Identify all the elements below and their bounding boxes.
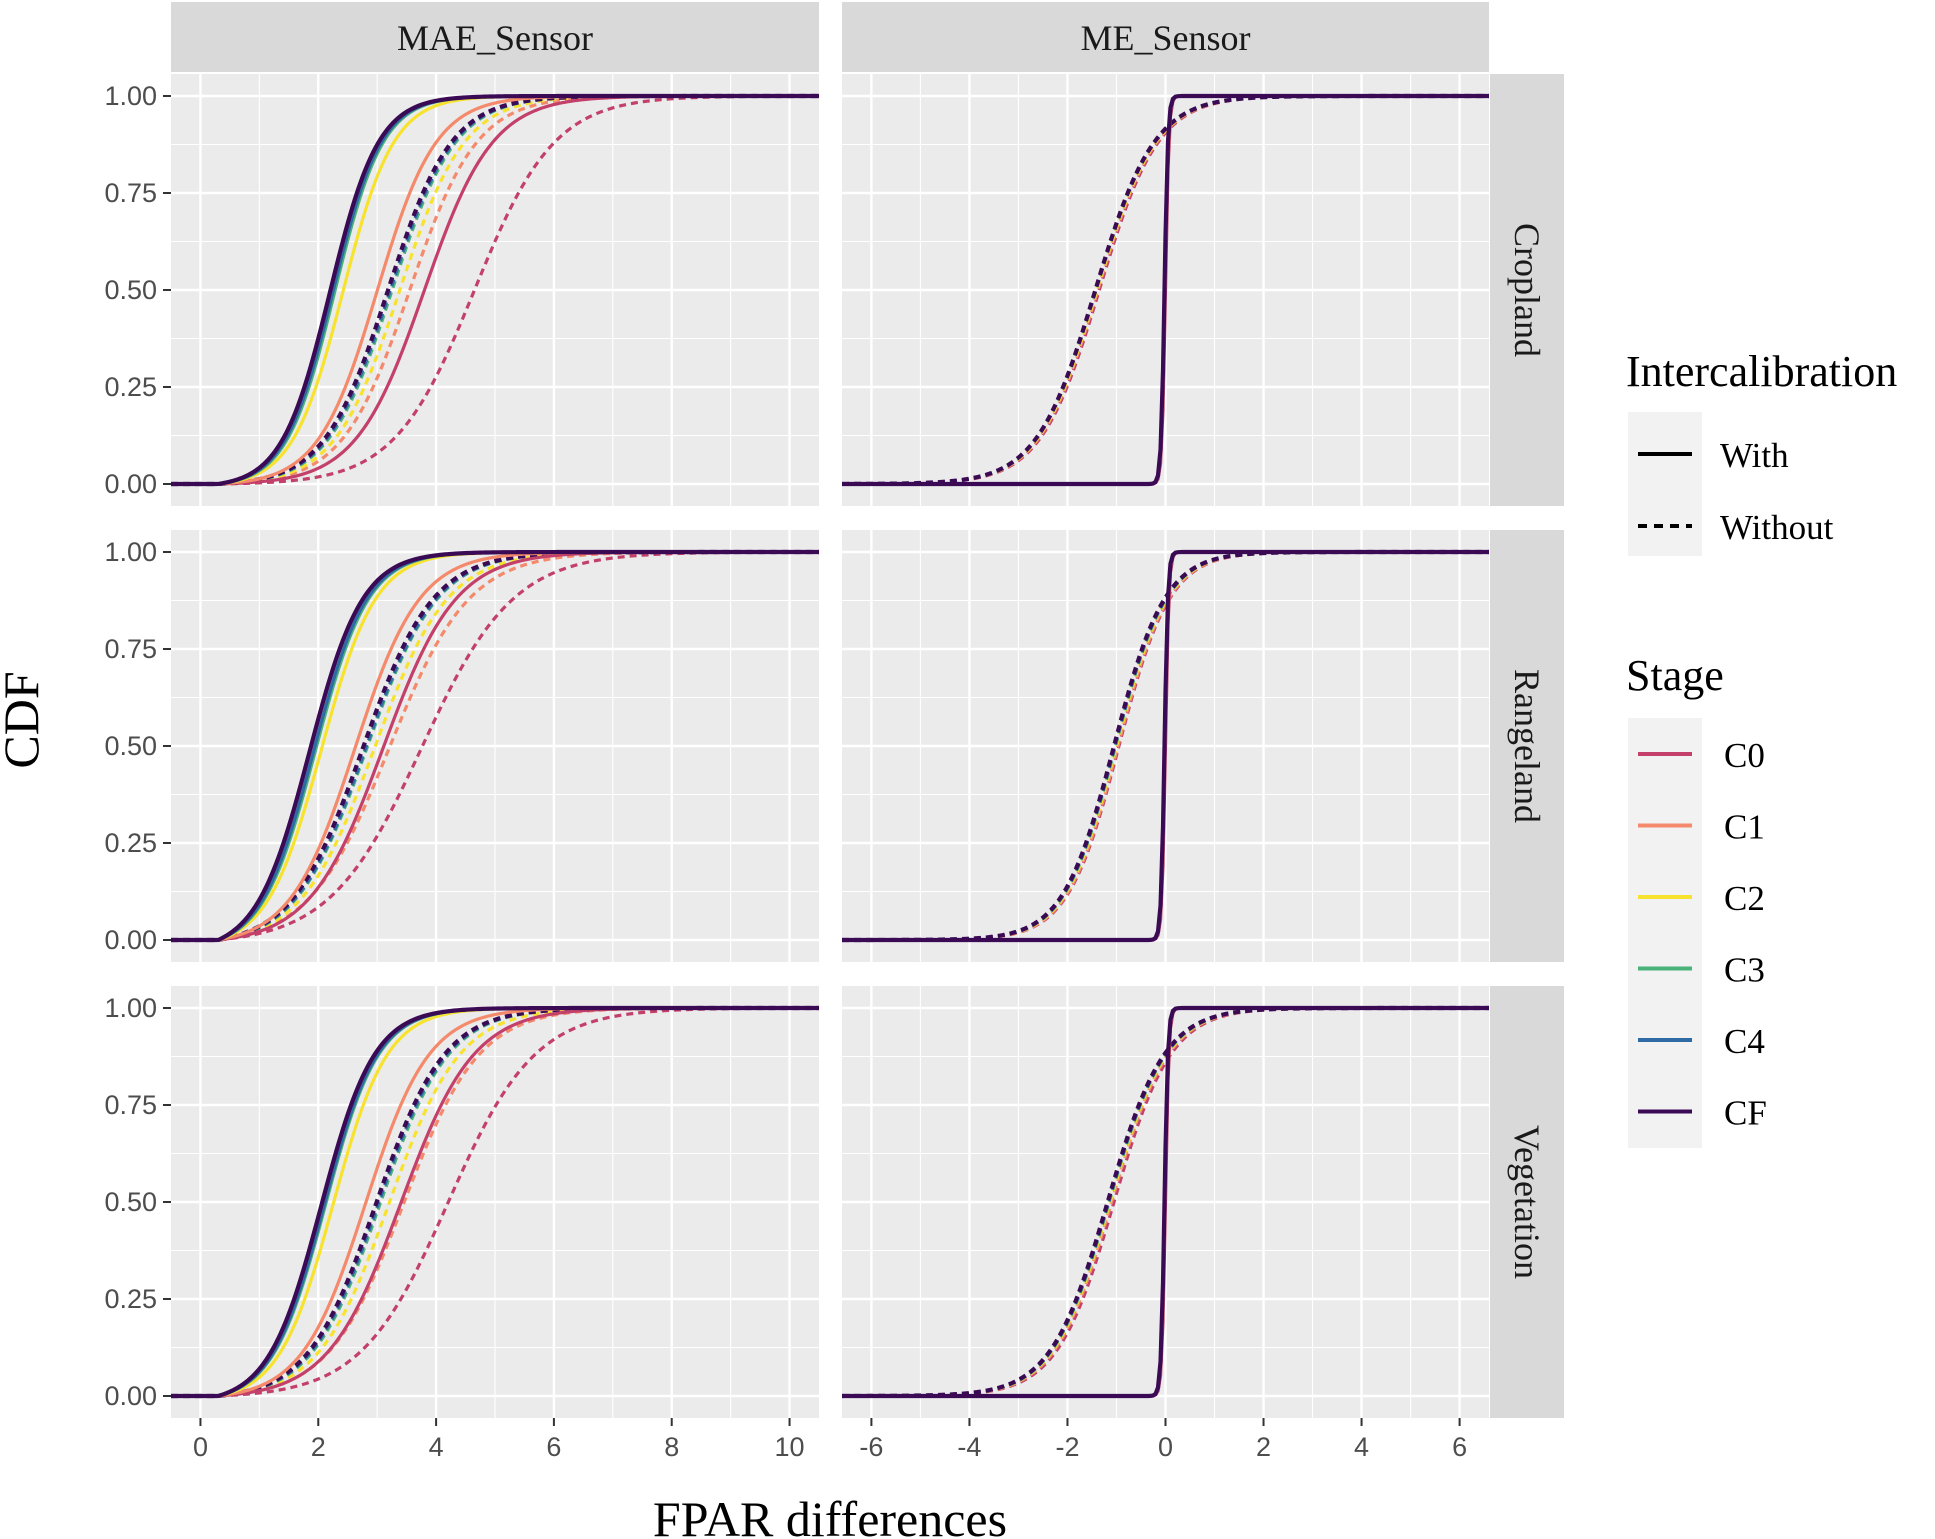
legend-label-c0: C0 (1724, 736, 1765, 775)
facet-strip-cropland (1490, 74, 1564, 506)
panel-vegetation-mae-sensor (171, 986, 819, 1418)
series-c0-without (171, 550, 819, 942)
series-c2-without (171, 550, 819, 942)
y-tick-label: 0.00 (104, 1381, 157, 1411)
legend-label-cf: CF (1724, 1094, 1767, 1133)
panel-rangeland-me-sensor (842, 530, 1489, 962)
x-tick-label: 0 (193, 1432, 208, 1462)
series-group (171, 549, 819, 943)
facet-panels (171, 74, 1489, 1418)
legend-stage-keys-bg (1628, 718, 1702, 1148)
x-tick-label: 6 (1452, 1432, 1467, 1462)
series-group (171, 1005, 819, 1399)
facet-strip-label: Rangeland (1507, 669, 1547, 823)
series-cf-with (171, 549, 819, 943)
y-tick-label: 0.25 (104, 372, 157, 402)
x-tick-label: 8 (664, 1432, 679, 1462)
y-axis-title: CDF (0, 671, 49, 768)
x-axis-ticks: 0 2 4 6 8 10 -6 -4 -2 0 2 4 6 (193, 1418, 1467, 1462)
series-cf-with (171, 1005, 819, 1399)
y-tick-label: 1.00 (104, 81, 157, 111)
x-tick-label: -6 (859, 1432, 883, 1462)
x-tick-label: 4 (429, 1432, 444, 1462)
x-tick-label: 0 (1158, 1432, 1173, 1462)
x-axis-title: FPAR differences (653, 1491, 1007, 1539)
legend-label-with: With (1720, 436, 1789, 475)
y-tick-label: 0.75 (104, 634, 157, 664)
legend-label-c2: C2 (1724, 879, 1765, 918)
x-tick-label: 10 (775, 1432, 805, 1462)
y-tick-label: 1.00 (104, 537, 157, 567)
x-tick-label: -2 (1055, 1432, 1079, 1462)
facet-strip-vegetation (1490, 986, 1564, 1418)
y-tick-label: 1.00 (104, 993, 157, 1023)
series-c0-without (171, 94, 819, 486)
facet-strip-mae-sensor (171, 2, 819, 72)
series-cf-with (842, 1005, 1489, 1399)
x-tick-label: 2 (311, 1432, 326, 1462)
facet-strip-label: Cropland (1507, 223, 1547, 357)
y-axis-ticks: 0.00 0.25 0.50 0.75 1.00 0.00 0.25 0.50 0.75 1.00… (104, 81, 171, 1411)
legend-stage-items: C0 C1 C2 C3 C4 CF (1638, 736, 1767, 1133)
legend-intercalibration-title: Intercalibration (1626, 347, 1897, 396)
series-group (171, 93, 819, 487)
series-cf-with (171, 93, 819, 487)
legend-label-without: Without (1720, 508, 1834, 547)
legend-intercalibration-keys-bg (1628, 412, 1702, 556)
legend-label-c1: C1 (1724, 808, 1765, 847)
panel-rangeland-mae-sensor (171, 530, 819, 962)
panel-cropland-me-sensor (842, 74, 1489, 506)
series-cf-with (842, 93, 1489, 487)
legend-stage-title: Stage (1626, 651, 1724, 700)
y-tick-label: 0.00 (104, 469, 157, 499)
legend-label-c4: C4 (1724, 1022, 1765, 1061)
series-group (842, 549, 1489, 943)
facet-strips: MAE_Sensor ME_Sensor Cropland Rangeland Vege… (171, 2, 1564, 1418)
facet-strip-me-sensor (842, 2, 1489, 72)
x-tick-label: -4 (957, 1432, 981, 1462)
y-tick-label: 0.75 (104, 1090, 157, 1120)
y-tick-label: 0.50 (104, 731, 157, 761)
x-tick-label: 4 (1354, 1432, 1369, 1462)
x-tick-label: 2 (1256, 1432, 1271, 1462)
facet-strip-label: ME_Sensor (1081, 18, 1251, 58)
facet-strip-rangeland (1490, 530, 1564, 962)
facet-strip-label: MAE_Sensor (397, 18, 593, 58)
y-tick-label: 0.50 (104, 275, 157, 305)
y-tick-label: 0.50 (104, 1187, 157, 1217)
panel-cropland-mae-sensor (171, 74, 819, 506)
y-tick-label: 0.25 (104, 828, 157, 858)
series-group (842, 93, 1489, 487)
legend-label-c3: C3 (1724, 951, 1765, 990)
y-tick-label: 0.75 (104, 178, 157, 208)
x-tick-label: 6 (546, 1432, 561, 1462)
y-tick-label: 0.25 (104, 1284, 157, 1314)
panel-vegetation-me-sensor (842, 986, 1489, 1418)
facet-strip-label: Vegetation (1507, 1125, 1547, 1279)
series-cf-with (842, 549, 1489, 943)
legend: Intercalibration With Without Stage C0 C1… (1626, 347, 1897, 1148)
series-c2-without (171, 1006, 819, 1398)
series-group (842, 1005, 1489, 1399)
y-tick-label: 0.00 (104, 925, 157, 955)
